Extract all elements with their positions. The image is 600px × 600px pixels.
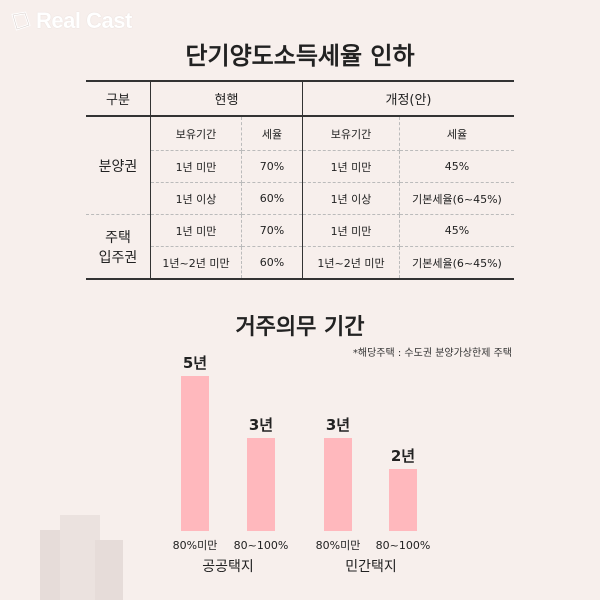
tax-rate-table: 구분 현행 개정(안) 분양권 보유기간 세율 보유기간 세율 1년 미만 70… [86, 80, 514, 280]
bar-value-label: 2년 [391, 447, 415, 465]
group-label-private: 민간택지 [345, 559, 397, 575]
cell-period: 1년 이상 [302, 182, 400, 215]
cell-period: 1년~2년 미만 [302, 246, 400, 280]
background-building [60, 515, 100, 600]
group-name: 주택 입주권 [86, 214, 151, 280]
cell-rate: 45% [399, 150, 514, 183]
subheader-period: 보유기간 [150, 116, 242, 151]
bar [389, 469, 417, 531]
subheader-rate: 세율 [399, 116, 514, 151]
table-row: 주택 입주권 1년 미만 70% 1년 미만 45% [86, 214, 514, 280]
category-label: 80%미만 [173, 539, 218, 552]
bar [181, 376, 209, 531]
logo-icon [11, 11, 31, 31]
cell-period: 1년~2년 미만 [150, 246, 242, 280]
chart-title: 거주의무 기간 [235, 315, 365, 340]
logo: Real Cast [10, 8, 132, 34]
cell-period: 1년 미만 [150, 214, 242, 247]
category-label: 80%미만 [316, 539, 361, 552]
bar-value-label: 3년 [326, 416, 350, 434]
background-building [95, 540, 123, 600]
group-name-line1: 주택 [105, 229, 131, 246]
header-revised: 개정(안) [302, 80, 514, 117]
cell-rate: 70% [241, 214, 303, 247]
group-name-line2: 입주권 [98, 249, 138, 266]
bar [324, 438, 352, 531]
category-label: 80~100% [376, 539, 431, 552]
table-row: 1년~2년 미만 60% 1년~2년 미만 기본세율(6~45%) [86, 246, 514, 280]
cell-period: 1년 미만 [302, 150, 400, 183]
cell-rate: 기본세율(6~45%) [399, 182, 514, 215]
cell-period: 1년 미만 [150, 150, 242, 183]
group-label-public: 공공택지 [202, 559, 254, 575]
subheader-period: 보유기간 [302, 116, 400, 151]
cell-rate: 60% [241, 246, 303, 280]
cell-period: 1년 미만 [302, 214, 400, 247]
header-category: 구분 [86, 80, 151, 117]
group-name: 분양권 [86, 116, 151, 215]
subheader-rate: 세율 [241, 116, 303, 151]
subheader-row: 분양권 보유기간 세율 보유기간 세율 [86, 116, 514, 215]
bar-value-label: 3년 [249, 416, 273, 434]
table-row: 1년 미만 70% 1년 미만 45% [86, 150, 514, 183]
category-label: 80~100% [234, 539, 289, 552]
cell-rate: 45% [399, 214, 514, 247]
bar-value-label: 5년 [183, 354, 207, 372]
cell-period: 1년 이상 [150, 182, 242, 215]
cell-rate: 70% [241, 150, 303, 183]
bar [247, 438, 275, 531]
logo-text: Real Cast [36, 8, 132, 33]
cell-rate: 기본세율(6~45%) [399, 246, 514, 280]
table-header-row: 구분 현행 개정(안) [86, 80, 514, 117]
chart-note: *해당주택 : 수도권 분양가상한제 주택 [352, 348, 512, 359]
table-row: 1년 이상 60% 1년 이상 기본세율(6~45%) [86, 182, 514, 215]
cell-rate: 60% [241, 182, 303, 215]
table-title: 단기양도소득세율 인하 [185, 42, 415, 70]
header-current: 현행 [150, 80, 303, 117]
